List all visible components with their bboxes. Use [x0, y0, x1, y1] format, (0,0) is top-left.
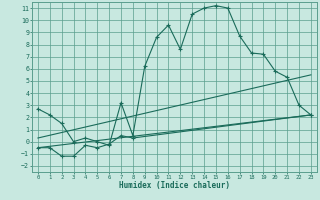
- X-axis label: Humidex (Indice chaleur): Humidex (Indice chaleur): [119, 181, 230, 190]
